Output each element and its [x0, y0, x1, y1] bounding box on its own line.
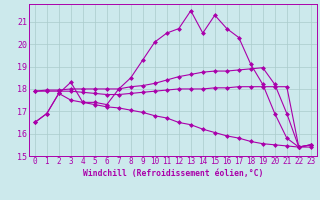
X-axis label: Windchill (Refroidissement éolien,°C): Windchill (Refroidissement éolien,°C)	[83, 169, 263, 178]
